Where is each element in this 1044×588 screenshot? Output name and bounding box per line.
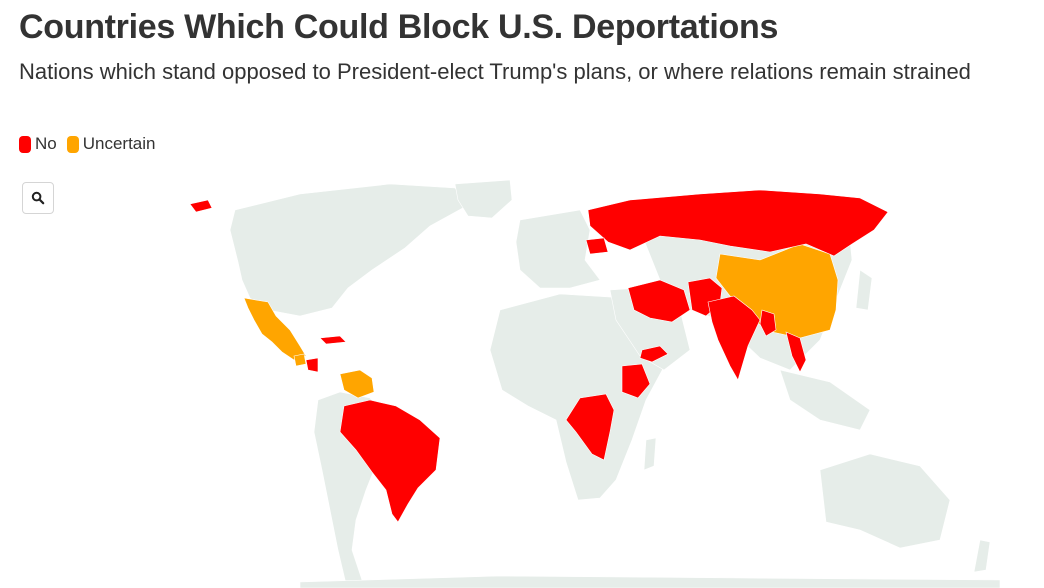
legend-label-no: No <box>35 134 57 153</box>
land-antarctica[interactable] <box>299 575 1001 588</box>
country-nicaragua[interactable] <box>305 357 319 373</box>
land-madagascar[interactable] <box>643 437 657 471</box>
legend-label-uncertain: Uncertain <box>82 134 156 153</box>
country-greenland-east[interactable] <box>189 199 213 213</box>
legend-swatch-uncertain <box>66 135 79 153</box>
page-subtitle: Nations which stand opposed to President… <box>19 59 971 84</box>
land-australia[interactable] <box>819 453 951 549</box>
land-greenland[interactable] <box>454 179 513 219</box>
country-india[interactable] <box>707 295 761 381</box>
country-mexico[interactable] <box>243 297 307 361</box>
zoom-button[interactable] <box>22 182 54 214</box>
country-russia[interactable] <box>587 189 889 257</box>
country-iran-iraq[interactable] <box>627 279 691 323</box>
legend: No Uncertain <box>19 134 156 154</box>
country-belarus[interactable] <box>585 237 609 255</box>
land-europe[interactable] <box>515 209 601 289</box>
legend-item-no[interactable]: No <box>19 134 57 154</box>
legend-swatch-no <box>19 135 31 153</box>
country-cuba[interactable] <box>319 335 347 345</box>
country-brazil[interactable] <box>339 399 441 523</box>
world-map[interactable] <box>0 170 1044 588</box>
page-title: Countries Which Could Block U.S. Deporta… <box>19 8 779 46</box>
country-laos-vietnam[interactable] <box>785 331 807 373</box>
legend-item-uncertain[interactable]: Uncertain <box>66 134 156 154</box>
land-southeast-asia[interactable] <box>779 369 871 431</box>
country-myanmar[interactable] <box>759 309 777 337</box>
country-guatemala[interactable] <box>293 353 307 367</box>
search-icon <box>31 191 45 205</box>
no-layer <box>189 189 889 523</box>
country-ethiopia[interactable] <box>621 363 651 399</box>
land-japan[interactable] <box>855 269 873 311</box>
country-yemen[interactable] <box>639 345 669 363</box>
country-dr-congo[interactable] <box>565 393 615 461</box>
country-venezuela[interactable] <box>339 369 375 399</box>
land-new-zealand[interactable] <box>973 539 991 573</box>
land-north-america[interactable] <box>229 183 471 317</box>
